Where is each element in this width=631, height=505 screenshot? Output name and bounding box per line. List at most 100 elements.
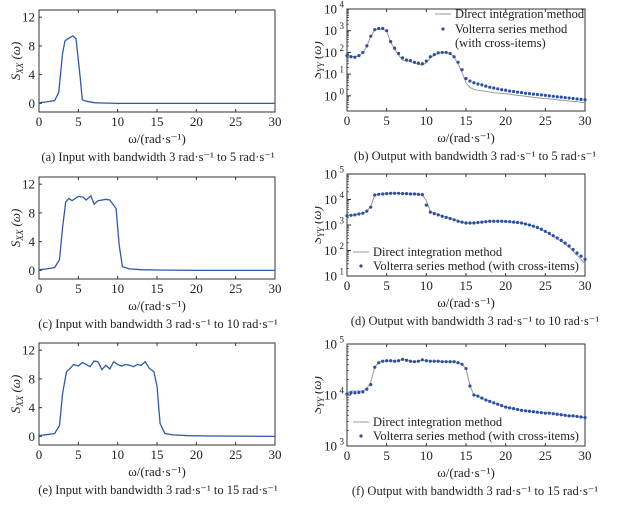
volterra-data-point — [432, 211, 436, 216]
volterra-data-point — [357, 390, 361, 395]
input-spectrum-line — [38, 194, 275, 272]
y-tick-exponent: 2 — [340, 43, 345, 53]
subplot-e: 0 5 10 15 20 25 30 0 4 8 12 SXX (ω) ω/(rad·s⁻¹) (e) I… — [0, 333, 315, 503]
y-tick-label: 10 — [324, 167, 337, 182]
volterra-data-point — [420, 358, 424, 362]
input-spectrum-line — [38, 360, 276, 438]
x-tick-label: 5 — [75, 114, 82, 129]
volterra-data-point — [523, 91, 528, 95]
volterra-data-point — [345, 54, 349, 58]
volterra-data-point — [357, 54, 361, 58]
y-tick-label: 10 — [324, 2, 337, 17]
volterra-data-point — [448, 51, 452, 56]
x-tick-label: 30 — [579, 448, 592, 463]
x-tick-label: 25 — [539, 448, 552, 463]
volterra-data-point — [551, 412, 555, 416]
volterra-data-point — [436, 359, 440, 363]
y-tick-label: 0 — [29, 96, 36, 111]
y-label-main: S — [8, 73, 23, 80]
volterra-data-point — [571, 247, 575, 252]
y-label-sub: YY — [316, 61, 326, 72]
volterra-data-point — [357, 212, 361, 216]
volterra-data-point — [416, 359, 420, 363]
x-tick-label: 15 — [151, 447, 164, 462]
x-tick-label: 5 — [383, 278, 390, 293]
x-tick-label: 0 — [344, 113, 351, 128]
y-tick-label: 10 — [324, 45, 337, 60]
y-tick-label: 8 — [29, 371, 36, 386]
y-tick-exponent: 1 — [340, 65, 345, 75]
x-tick-label: 10 — [420, 278, 433, 293]
y-label-arg: (ω) — [8, 42, 23, 63]
x-tick-label: 30 — [579, 278, 592, 293]
volterra-data-point — [345, 214, 349, 218]
y-tick-label: 10 — [324, 88, 337, 103]
volterra-data-point — [381, 359, 385, 363]
volterra-data-point — [412, 192, 417, 196]
volterra-data-point — [531, 224, 536, 228]
volterra-data-point — [369, 382, 373, 387]
volterra-data-point — [535, 225, 539, 230]
x-axis-label: ω/(rad·s⁻¹) — [128, 464, 186, 479]
legend-dot-swatch — [441, 27, 445, 31]
volterra-data-point — [349, 55, 353, 59]
volterra-data-point — [579, 97, 583, 101]
y-tick-label: 0 — [29, 429, 36, 444]
x-tick-label: 20 — [190, 447, 203, 462]
y-label-arg: (ω) — [8, 209, 23, 230]
x-tick-label: 15 — [151, 114, 164, 129]
volterra-data-point — [492, 219, 496, 223]
y-label-sub: XX — [15, 229, 25, 241]
legend-label: Volterra series method (with cross-items… — [373, 259, 579, 273]
subplot-a: 0 5 10 15 20 25 30 0 4 8 12 SXX (ω) ω/(rad·s⁻¹) (a) I… — [0, 0, 315, 170]
volterra-data-point — [480, 396, 484, 400]
volterra-data-point — [412, 60, 417, 64]
volterra-data-point — [500, 88, 504, 92]
volterra-data-point — [523, 222, 528, 226]
plot-frame — [38, 342, 276, 446]
y-label-main: S — [315, 407, 324, 414]
volterra-data-point — [432, 53, 436, 57]
volterra-data-point — [404, 192, 409, 196]
volterra-data-point — [400, 56, 405, 60]
y-label-main: S — [315, 237, 324, 244]
y-tick-exponent: 0 — [340, 86, 345, 96]
volterra-data-point — [531, 92, 536, 96]
volterra-data-point — [527, 409, 532, 413]
volterra-data-point — [393, 46, 397, 50]
x-tick-label: 25 — [539, 278, 552, 293]
volterra-data-point — [353, 213, 357, 217]
volterra-data-point — [408, 359, 413, 363]
y-label-main: S — [8, 240, 23, 247]
input-spectrum-line — [38, 35, 275, 105]
x-tick-label: 15 — [151, 281, 164, 296]
volterra-data-point — [555, 236, 559, 240]
volterra-data-point — [555, 95, 559, 99]
volterra-data-point — [365, 209, 369, 213]
x-tick-label: 30 — [269, 281, 282, 296]
volterra-data-point — [583, 416, 587, 420]
legend-label: Direct integration method — [455, 7, 585, 21]
volterra-data-point — [456, 361, 460, 365]
volterra-data-point — [496, 87, 500, 91]
volterra-data-point — [476, 394, 480, 398]
volterra-data-point — [508, 406, 512, 410]
volterra-data-point — [369, 205, 373, 209]
volterra-data-point — [381, 26, 385, 31]
volterra-data-point — [373, 28, 377, 32]
volterra-data-point — [464, 76, 468, 81]
volterra-data-point — [416, 192, 420, 196]
volterra-data-point — [452, 55, 456, 59]
volterra-data-point — [436, 51, 440, 55]
volterra-data-point — [484, 220, 488, 224]
volterra-data-point — [480, 220, 484, 224]
volterra-data-point — [408, 58, 413, 63]
y-label-sub: XX — [15, 395, 25, 407]
volterra-data-point — [488, 219, 492, 223]
volterra-data-point — [404, 358, 409, 362]
y-label-sub: YY — [316, 226, 326, 237]
subplot-b: 051015202530100101102103104SYY (ω)ω/(rad… — [309, 0, 630, 170]
y-tick-label: 10 — [324, 67, 337, 82]
y-tick-exponent: 4 — [340, 0, 345, 10]
